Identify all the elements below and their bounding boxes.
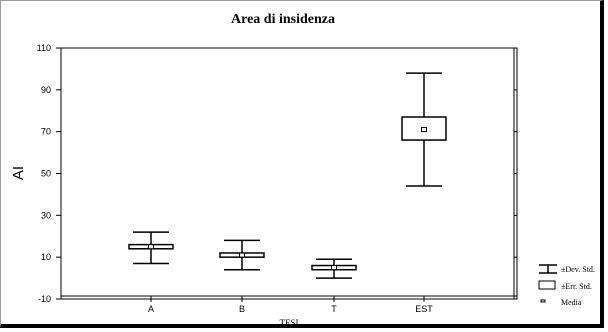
box-b — [219, 239, 265, 271]
y-axis-ticks: -10 10 30 50 70 90 110 — [37, 43, 517, 304]
legend: ±Dev. Std. ±Err. Std. Media — [538, 264, 595, 307]
box-a — [128, 231, 174, 265]
legend-mean-symbol — [540, 299, 546, 303]
x-axis-label: TESI — [280, 318, 299, 328]
legend-label-se: ±Err. Std. — [561, 282, 592, 291]
legend-label-mean: Media — [561, 298, 582, 307]
mean-marker — [421, 127, 427, 133]
y-tick-label: 50 — [41, 169, 51, 179]
x-tick-label: EST — [415, 304, 433, 314]
mean-marker — [239, 252, 245, 258]
mean-marker — [331, 265, 337, 271]
y-tick-label: 70 — [41, 127, 51, 137]
box-series — [128, 72, 447, 279]
legend-se-symbol — [538, 280, 556, 290]
y-tick-label: 30 — [41, 210, 51, 220]
chart-title: Area di insidenza — [231, 12, 335, 27]
y-tick-label: 10 — [41, 252, 51, 262]
mean-marker — [148, 244, 154, 250]
x-axis-ticks: A B T EST — [148, 296, 433, 314]
y-tick-label: -10 — [38, 294, 51, 304]
box-t — [311, 258, 357, 279]
plot-area — [60, 47, 518, 300]
legend-label-sd: ±Dev. Std. — [561, 265, 595, 274]
box-est — [401, 72, 447, 187]
y-tick-label: 90 — [41, 85, 51, 95]
x-tick-label: T — [331, 304, 337, 314]
y-tick-label: 110 — [37, 43, 51, 53]
legend-sd-symbol — [539, 264, 557, 274]
x-tick-label: A — [148, 304, 154, 314]
y-axis-label: AI — [10, 166, 27, 180]
x-tick-label: B — [239, 304, 245, 314]
